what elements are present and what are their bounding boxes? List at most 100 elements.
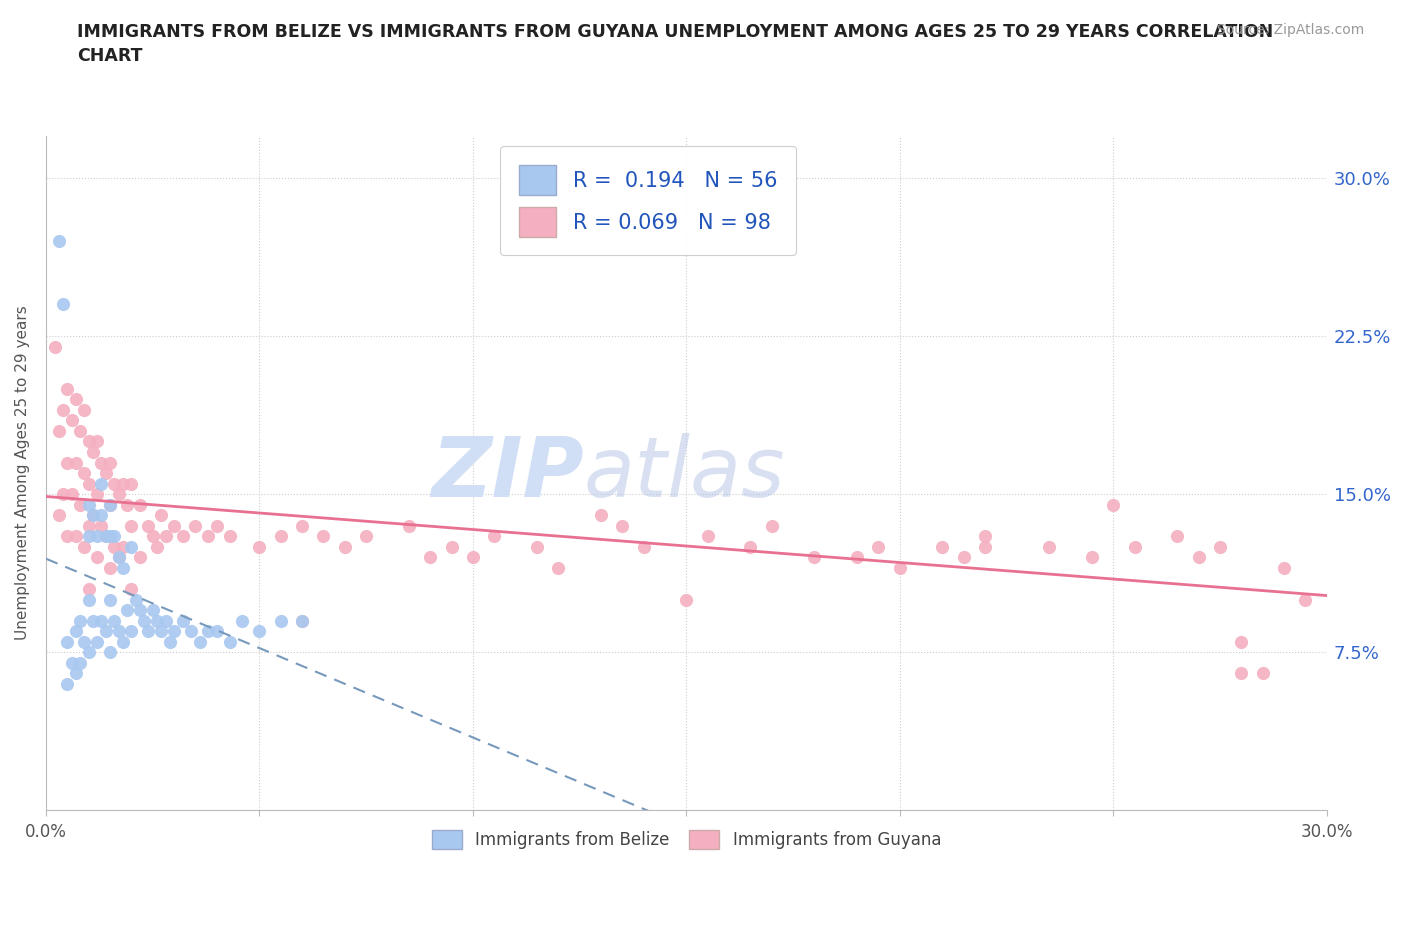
Point: [184, 518, 207, 533]
Text: ZIP: ZIP: [432, 432, 583, 513]
Point: [740, 539, 762, 554]
Point: [98, 455, 121, 470]
Point: [65, 624, 87, 639]
Point: [94, 529, 117, 544]
Point: [60, 486, 83, 501]
Point: [65, 529, 87, 544]
Point: [249, 539, 271, 554]
Point: [146, 539, 169, 554]
Point: [82, 508, 104, 523]
Y-axis label: Unemployment Among Ages 25 to 29 years: Unemployment Among Ages 25 to 29 years: [15, 306, 30, 641]
Point: [77, 529, 100, 544]
Point: [163, 518, 186, 533]
Point: [1123, 539, 1146, 554]
Point: [270, 613, 292, 628]
Point: [56, 676, 79, 691]
Point: [120, 539, 142, 554]
Point: [120, 476, 142, 491]
Point: [73, 539, 96, 554]
Point: [398, 518, 420, 533]
Point: [172, 613, 194, 628]
Point: [526, 539, 548, 554]
Point: [98, 561, 121, 576]
Point: [124, 592, 146, 607]
Point: [142, 603, 165, 618]
Point: [218, 634, 240, 649]
Point: [90, 508, 112, 523]
Point: [138, 624, 160, 639]
Point: [73, 634, 96, 649]
Point: [128, 498, 150, 512]
Point: [48, 233, 70, 248]
Point: [90, 613, 112, 628]
Point: [44, 339, 66, 354]
Point: [48, 423, 70, 438]
Point: [150, 508, 173, 523]
Point: [197, 624, 219, 639]
Point: [205, 624, 228, 639]
Point: [103, 529, 125, 544]
Point: [69, 423, 91, 438]
Point: [52, 486, 75, 501]
Point: [103, 539, 125, 554]
Point: [98, 592, 121, 607]
Point: [291, 518, 314, 533]
Point: [65, 392, 87, 406]
Point: [52, 297, 75, 312]
Point: [69, 656, 91, 671]
Point: [107, 624, 129, 639]
Point: [128, 550, 150, 565]
Point: [82, 445, 104, 459]
Point: [86, 529, 108, 544]
Point: [77, 581, 100, 596]
Point: [115, 498, 138, 512]
Point: [107, 550, 129, 565]
Point: [354, 529, 377, 544]
Point: [419, 550, 441, 565]
Point: [155, 529, 177, 544]
Point: [107, 550, 129, 565]
Point: [98, 529, 121, 544]
Point: [612, 518, 634, 533]
Point: [86, 550, 108, 565]
Point: [270, 529, 292, 544]
Point: [291, 613, 314, 628]
Point: [197, 529, 219, 544]
Point: [56, 455, 79, 470]
Point: [103, 613, 125, 628]
Point: [120, 581, 142, 596]
Point: [1038, 539, 1060, 554]
Point: [77, 498, 100, 512]
Point: [56, 381, 79, 396]
Point: [98, 498, 121, 512]
Point: [205, 518, 228, 533]
Point: [333, 539, 356, 554]
Point: [231, 613, 253, 628]
Point: [868, 539, 890, 554]
Point: [484, 529, 506, 544]
Point: [150, 624, 173, 639]
Point: [69, 498, 91, 512]
Point: [65, 455, 87, 470]
Point: [218, 529, 240, 544]
Point: [98, 498, 121, 512]
Point: [146, 613, 169, 628]
Point: [107, 486, 129, 501]
Point: [73, 403, 96, 418]
Point: [111, 561, 134, 576]
Text: Source: ZipAtlas.com: Source: ZipAtlas.com: [1216, 23, 1364, 37]
Point: [803, 550, 825, 565]
Point: [94, 529, 117, 544]
Point: [86, 634, 108, 649]
Point: [188, 634, 211, 649]
Point: [52, 403, 75, 418]
Point: [1102, 498, 1125, 512]
Point: [90, 518, 112, 533]
Point: [86, 434, 108, 449]
Point: [77, 476, 100, 491]
Point: [172, 529, 194, 544]
Point: [90, 455, 112, 470]
Point: [94, 624, 117, 639]
Point: [163, 624, 186, 639]
Point: [60, 413, 83, 428]
